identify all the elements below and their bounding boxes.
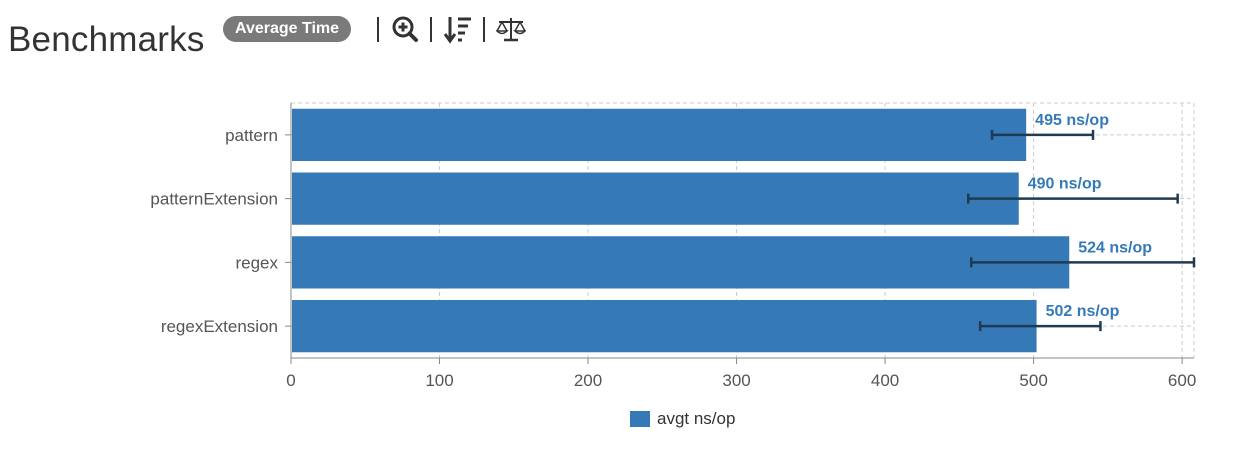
x-tick-label: 100 <box>425 371 453 390</box>
legend-label: avgt ns/op <box>657 409 736 428</box>
data-label: 524 ns/op <box>1078 239 1152 256</box>
data-label: 490 ns/op <box>1028 176 1102 193</box>
bar-chart: 0 100 200 300 400 500 600 pattern 495 ns/op patte… <box>150 102 1196 390</box>
legend-swatch <box>630 411 650 427</box>
toolbar-divider <box>430 17 432 42</box>
balance-scale-icon[interactable] <box>496 14 526 44</box>
x-tick-label: 500 <box>1019 371 1047 390</box>
y-tick-label: pattern <box>225 126 278 145</box>
toolbar-divider <box>377 17 379 42</box>
chart-legend[interactable]: avgt ns/op <box>630 407 735 431</box>
bar <box>292 172 1019 225</box>
plot-frame <box>290 102 1195 359</box>
y-tick-label: regexExtension <box>161 317 278 336</box>
y-tick-label: regex <box>235 253 278 272</box>
data-label: 502 ns/op <box>1046 303 1120 320</box>
x-tick-label: 600 <box>1168 371 1196 390</box>
mode-badge[interactable]: Average Time <box>223 16 352 42</box>
page-title: Benchmarks <box>8 20 205 59</box>
sort-descending-icon[interactable] <box>443 14 473 44</box>
x-tick-label: 0 <box>286 371 295 390</box>
x-tick-label: 200 <box>574 371 602 390</box>
bar <box>292 236 1070 289</box>
toolbar-divider <box>483 17 485 42</box>
data-label: 495 ns/op <box>1035 112 1109 129</box>
y-tick-label: patternExtension <box>150 190 278 209</box>
bar <box>292 299 1037 353</box>
bar <box>292 108 1027 162</box>
x-tick-label: 300 <box>722 371 750 390</box>
zoom-in-icon[interactable] <box>390 14 420 44</box>
x-tick-label: 400 <box>871 371 899 390</box>
